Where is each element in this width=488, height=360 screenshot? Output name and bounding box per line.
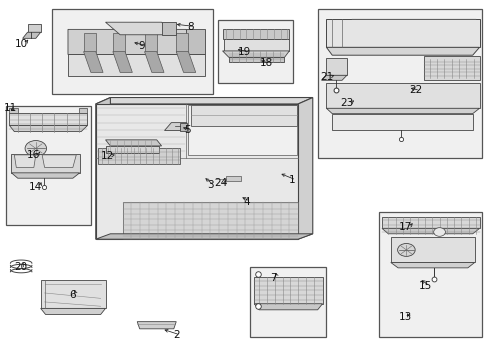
Polygon shape [326,108,479,114]
Bar [52,9,212,94]
Polygon shape [11,154,80,173]
Polygon shape [254,277,322,304]
Polygon shape [326,19,479,47]
Bar [250,267,325,337]
Text: 22: 22 [408,85,422,95]
Polygon shape [390,237,474,262]
Circle shape [397,243,414,256]
Polygon shape [105,140,161,146]
Polygon shape [326,83,479,108]
Bar [217,21,293,83]
Polygon shape [105,146,159,153]
Text: 12: 12 [100,150,113,161]
Text: 7: 7 [270,273,277,283]
Polygon shape [27,24,41,32]
Text: 13: 13 [398,312,411,322]
Polygon shape [9,126,87,132]
Polygon shape [298,98,312,239]
Polygon shape [423,56,479,80]
Text: 11: 11 [4,103,17,113]
Text: 18: 18 [259,58,272,68]
Polygon shape [68,54,204,76]
Polygon shape [321,75,346,80]
Polygon shape [228,57,284,62]
Polygon shape [122,202,298,239]
Bar [378,212,482,337]
Polygon shape [222,51,289,57]
Text: 1: 1 [288,175,295,185]
Text: 8: 8 [187,22,194,32]
Bar [317,9,482,158]
Text: 6: 6 [69,291,76,301]
Polygon shape [83,51,103,72]
Text: 3: 3 [206,180,213,190]
Polygon shape [326,47,479,55]
Polygon shape [254,304,322,310]
Text: 10: 10 [15,39,28,49]
Polygon shape [113,51,132,72]
Text: 5: 5 [184,125,190,135]
Polygon shape [96,98,312,104]
Polygon shape [144,51,163,72]
Polygon shape [42,155,76,167]
Text: 20: 20 [15,262,28,272]
Text: 14: 14 [29,182,42,192]
Polygon shape [41,280,105,309]
Polygon shape [331,114,472,130]
Polygon shape [68,30,204,54]
Polygon shape [225,176,240,181]
Circle shape [25,140,46,156]
Polygon shape [41,309,105,315]
Polygon shape [96,234,312,239]
Polygon shape [105,22,176,35]
Polygon shape [14,155,36,167]
Polygon shape [176,51,195,72]
Polygon shape [390,262,474,268]
Polygon shape [190,105,297,126]
Circle shape [433,228,445,236]
Polygon shape [22,32,41,39]
Text: 23: 23 [340,98,353,108]
Polygon shape [144,33,157,51]
Polygon shape [96,104,298,239]
Polygon shape [224,40,289,51]
Polygon shape [381,217,479,228]
Text: 16: 16 [27,150,41,160]
Polygon shape [9,113,87,126]
Polygon shape [222,30,289,40]
Text: 2: 2 [173,330,179,340]
Polygon shape [381,228,479,234]
Polygon shape [180,123,186,131]
Polygon shape [113,33,125,51]
Polygon shape [188,105,297,155]
Text: 15: 15 [418,281,431,291]
Text: 9: 9 [139,41,145,50]
Text: 17: 17 [398,222,411,232]
Polygon shape [164,123,186,131]
Polygon shape [137,321,176,329]
Text: 4: 4 [243,197,250,207]
Polygon shape [96,98,110,239]
Polygon shape [161,22,176,35]
Text: 24: 24 [214,178,227,188]
Polygon shape [326,58,346,75]
Polygon shape [79,108,87,113]
Text: 21: 21 [319,72,332,82]
Text: 19: 19 [237,46,251,57]
Polygon shape [176,33,188,51]
Polygon shape [98,148,180,164]
Polygon shape [83,33,96,51]
Bar [5,107,91,225]
Polygon shape [9,108,18,113]
Polygon shape [185,30,204,54]
Polygon shape [11,173,80,178]
